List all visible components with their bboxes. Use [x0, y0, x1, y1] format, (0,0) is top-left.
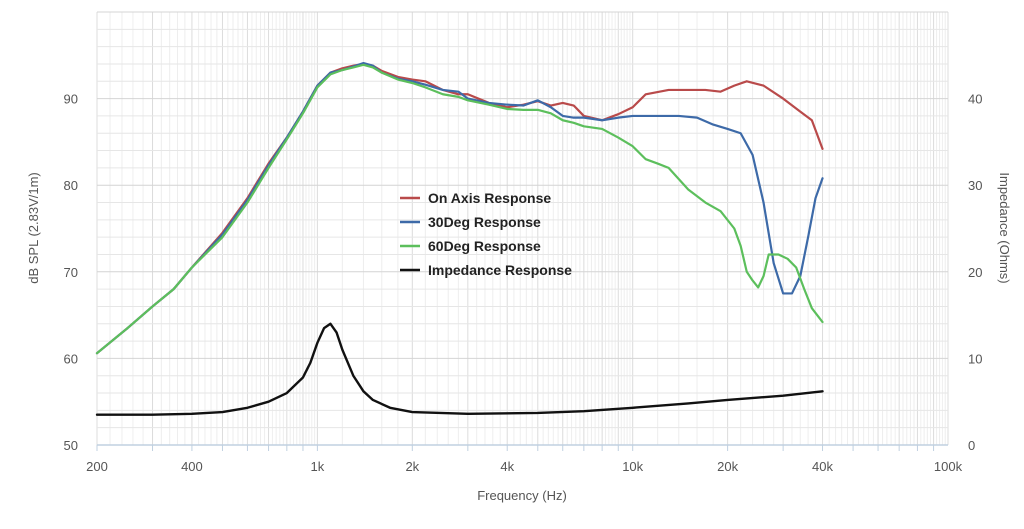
- x-axis-title: Frequency (Hz): [477, 488, 567, 503]
- x-tick-label: 10k: [622, 459, 643, 474]
- x-tick-label: 100k: [934, 459, 963, 474]
- x-tick-label: 4k: [500, 459, 514, 474]
- x-tick-label: 2k: [405, 459, 419, 474]
- legend-label: Impedance Response: [428, 262, 572, 278]
- y2-tick-label: 30: [968, 178, 982, 193]
- axes: [96, 444, 948, 451]
- x-tick-label: 20k: [717, 459, 738, 474]
- y-tick-label: 70: [64, 265, 78, 280]
- y-axis-title: dB SPL (2.83V/1m): [26, 172, 41, 284]
- y2-tick-label: 40: [968, 92, 982, 107]
- x-tick-label: 40k: [812, 459, 833, 474]
- y-tick-label: 90: [64, 92, 78, 107]
- legend-item[interactable]: Impedance Response: [400, 262, 572, 278]
- legend-label: 60Deg Response: [428, 238, 541, 254]
- legend-item[interactable]: On Axis Response: [400, 190, 551, 206]
- legend-label: 30Deg Response: [428, 214, 541, 230]
- y2-axis-title: Impedance (Ohms): [997, 172, 1012, 283]
- y2-tick-label: 0: [968, 438, 975, 453]
- y-tick-labels: 50 60 70 80 90: [64, 92, 78, 453]
- y-tick-label: 50: [64, 438, 78, 453]
- y2-tick-label: 10: [968, 351, 982, 366]
- series-line-4: [95, 322, 824, 416]
- legend-label: On Axis Response: [428, 190, 551, 206]
- y2-tick-label: 20: [968, 265, 982, 280]
- legend[interactable]: On Axis Response 30Deg Response 60Deg Resp…: [400, 190, 572, 278]
- x-tick-label: 1k: [311, 459, 325, 474]
- y-tick-label: 60: [64, 351, 78, 366]
- x-tick-labels: 200 400 1k 2k 4k 10k 20k 40k 100k: [86, 459, 962, 474]
- y-tick-label: 80: [64, 178, 78, 193]
- x-tick-label: 400: [181, 459, 203, 474]
- legend-item[interactable]: 60Deg Response: [400, 238, 541, 254]
- series-lines: [95, 61, 824, 416]
- x-tick-label: 200: [86, 459, 108, 474]
- legend-item[interactable]: 30Deg Response: [400, 214, 541, 230]
- series-line-3: [95, 63, 824, 355]
- y2-tick-labels: 0 10 20 30 40: [968, 92, 982, 453]
